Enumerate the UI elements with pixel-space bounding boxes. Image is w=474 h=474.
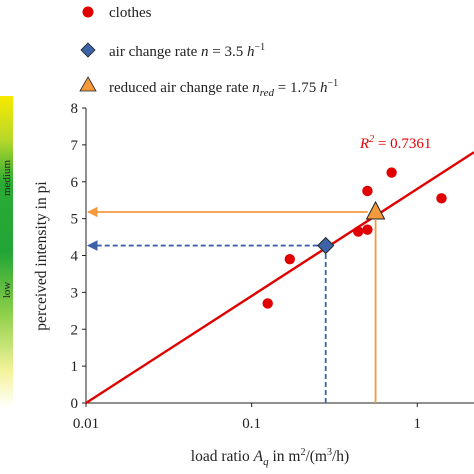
intensity-band (0, 96, 13, 408)
y-tick-label: 3 (71, 285, 79, 301)
x-axis-title: load ratio Aq in m2/(m3/h) (191, 447, 349, 468)
axes: 0 1 2 3 4 5 6 7 8 0.01 0.1 1 (71, 101, 474, 432)
data-point (362, 224, 373, 235)
data-point (386, 167, 397, 178)
y-tick-label: 7 (71, 138, 79, 154)
trend-line (85, 151, 474, 405)
highlight-markers (317, 200, 386, 255)
guide-lines (86, 206, 377, 403)
y-tick-label: 4 (71, 249, 79, 265)
y-tick-label: 1 (71, 359, 79, 375)
y-tick-label: 5 (71, 212, 79, 228)
y-tick-label: 0 (71, 396, 79, 412)
y-axis-title: perceived intensity in pi (33, 181, 50, 331)
y-tick-label: 2 (71, 322, 79, 338)
data-point (262, 298, 273, 309)
x-tick-label: 1 (414, 416, 422, 432)
data-point (362, 185, 373, 197)
band-label-medium: medium (1, 160, 13, 196)
y-tick-label: 6 (71, 175, 79, 191)
legend-label-air-change: air change rate n = 3.5 h−1 (109, 42, 265, 60)
fit-line (85, 151, 474, 405)
data-point (353, 226, 364, 237)
y-tick-label: 8 (71, 101, 79, 117)
data-point (436, 193, 447, 204)
legend: clothes air change rate n = 3.5 h−1 redu… (79, 5, 338, 99)
legend-label-clothes: clothes (109, 5, 152, 21)
band-label-low: low (1, 282, 13, 299)
x-tick-label: 0.01 (73, 416, 99, 432)
legend-circle-icon (82, 6, 94, 18)
legend-diamond-icon (80, 42, 96, 58)
data-point (284, 253, 296, 265)
data-points (262, 167, 447, 309)
air-change-rate-marker (317, 236, 335, 255)
reduced-air-change-rate-marker (365, 200, 386, 220)
legend-label-reduced-air-change: reduced air change rate nred = 1.75 h−1 (109, 78, 338, 99)
r-squared-annotation: R2 = 0.7361 (359, 134, 431, 152)
x-tick-label: 0.1 (242, 416, 261, 432)
legend-triangle-icon (79, 76, 97, 92)
